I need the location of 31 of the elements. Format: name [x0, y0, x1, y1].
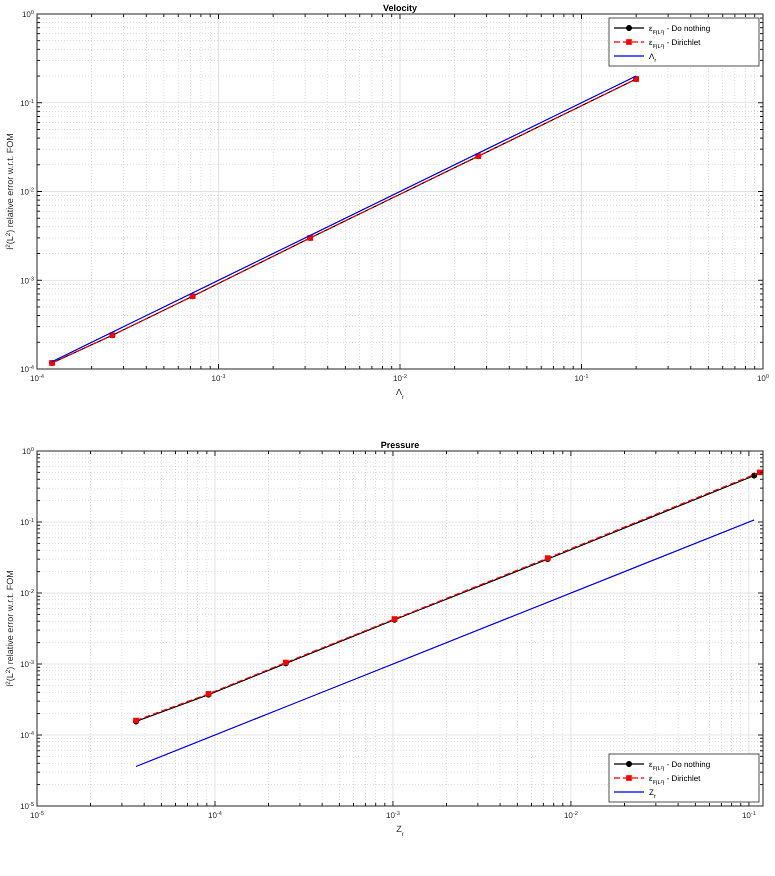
- legend-label: ε$_{l²(L²)}$ - Do nothing: [649, 24, 710, 36]
- legend-label: ε$_{l²(L²)}$ - Do nothing: [649, 760, 710, 772]
- y-tick-label: 10$^{-3}$: [20, 276, 34, 286]
- y-tick-label: 10$^{-5}$: [20, 802, 34, 811]
- legend-label: Λ$_{r}$: [649, 52, 656, 64]
- y-tick-label: 10$^{-4}$: [20, 365, 34, 374]
- legend-label: ε$_{l²(L²)}$ - Dirichlet: [649, 774, 702, 786]
- chart-title: Velocity: [382, 3, 418, 13]
- y-tick-label: 10$^{0}$: [22, 447, 34, 456]
- x-tick-label: 10$^{-3}$: [212, 374, 226, 383]
- x-tick-label: 10$^{-4}$: [208, 811, 222, 820]
- y-tick-label: 10$^{-2}$: [20, 188, 34, 196]
- x-tick-label: 10$^{-2}$: [393, 374, 407, 383]
- y-tick-label: 10$^{-1}$: [20, 518, 34, 527]
- x-tick-label: 10$^{-1}$: [574, 374, 588, 383]
- x-axis-title: Λ$_{r}$: [396, 387, 404, 400]
- x-tick-label: 10$^{0}$: [756, 374, 770, 383]
- x-tick-label: 10$^{-2}$: [564, 811, 578, 820]
- y-tick-label: 10$^{0}$: [22, 10, 34, 19]
- legend-label: ε$_{l²(L²)}$ - Dirichlet: [649, 38, 702, 50]
- y-tick-label: 10$^{-4}$: [20, 731, 34, 740]
- legend-label: Z$_{r}$: [649, 788, 656, 800]
- chart-title: Pressure: [380, 440, 420, 450]
- x-tick-label: 10$^{-5}$: [30, 811, 44, 820]
- x-tick-label: 10$^{-4}$: [30, 374, 44, 383]
- x-tick-label: 10$^{-1}$: [742, 811, 756, 820]
- y-tick-label: 10$^{-1}$: [20, 98, 34, 108]
- x-tick-label: 10$^{-3}$: [386, 811, 400, 820]
- y-tick-label: 10$^{-2}$: [20, 589, 34, 598]
- y-tick-label: 10$^{-3}$: [20, 660, 34, 669]
- x-axis-title: Z$_{r}$: [396, 824, 404, 838]
